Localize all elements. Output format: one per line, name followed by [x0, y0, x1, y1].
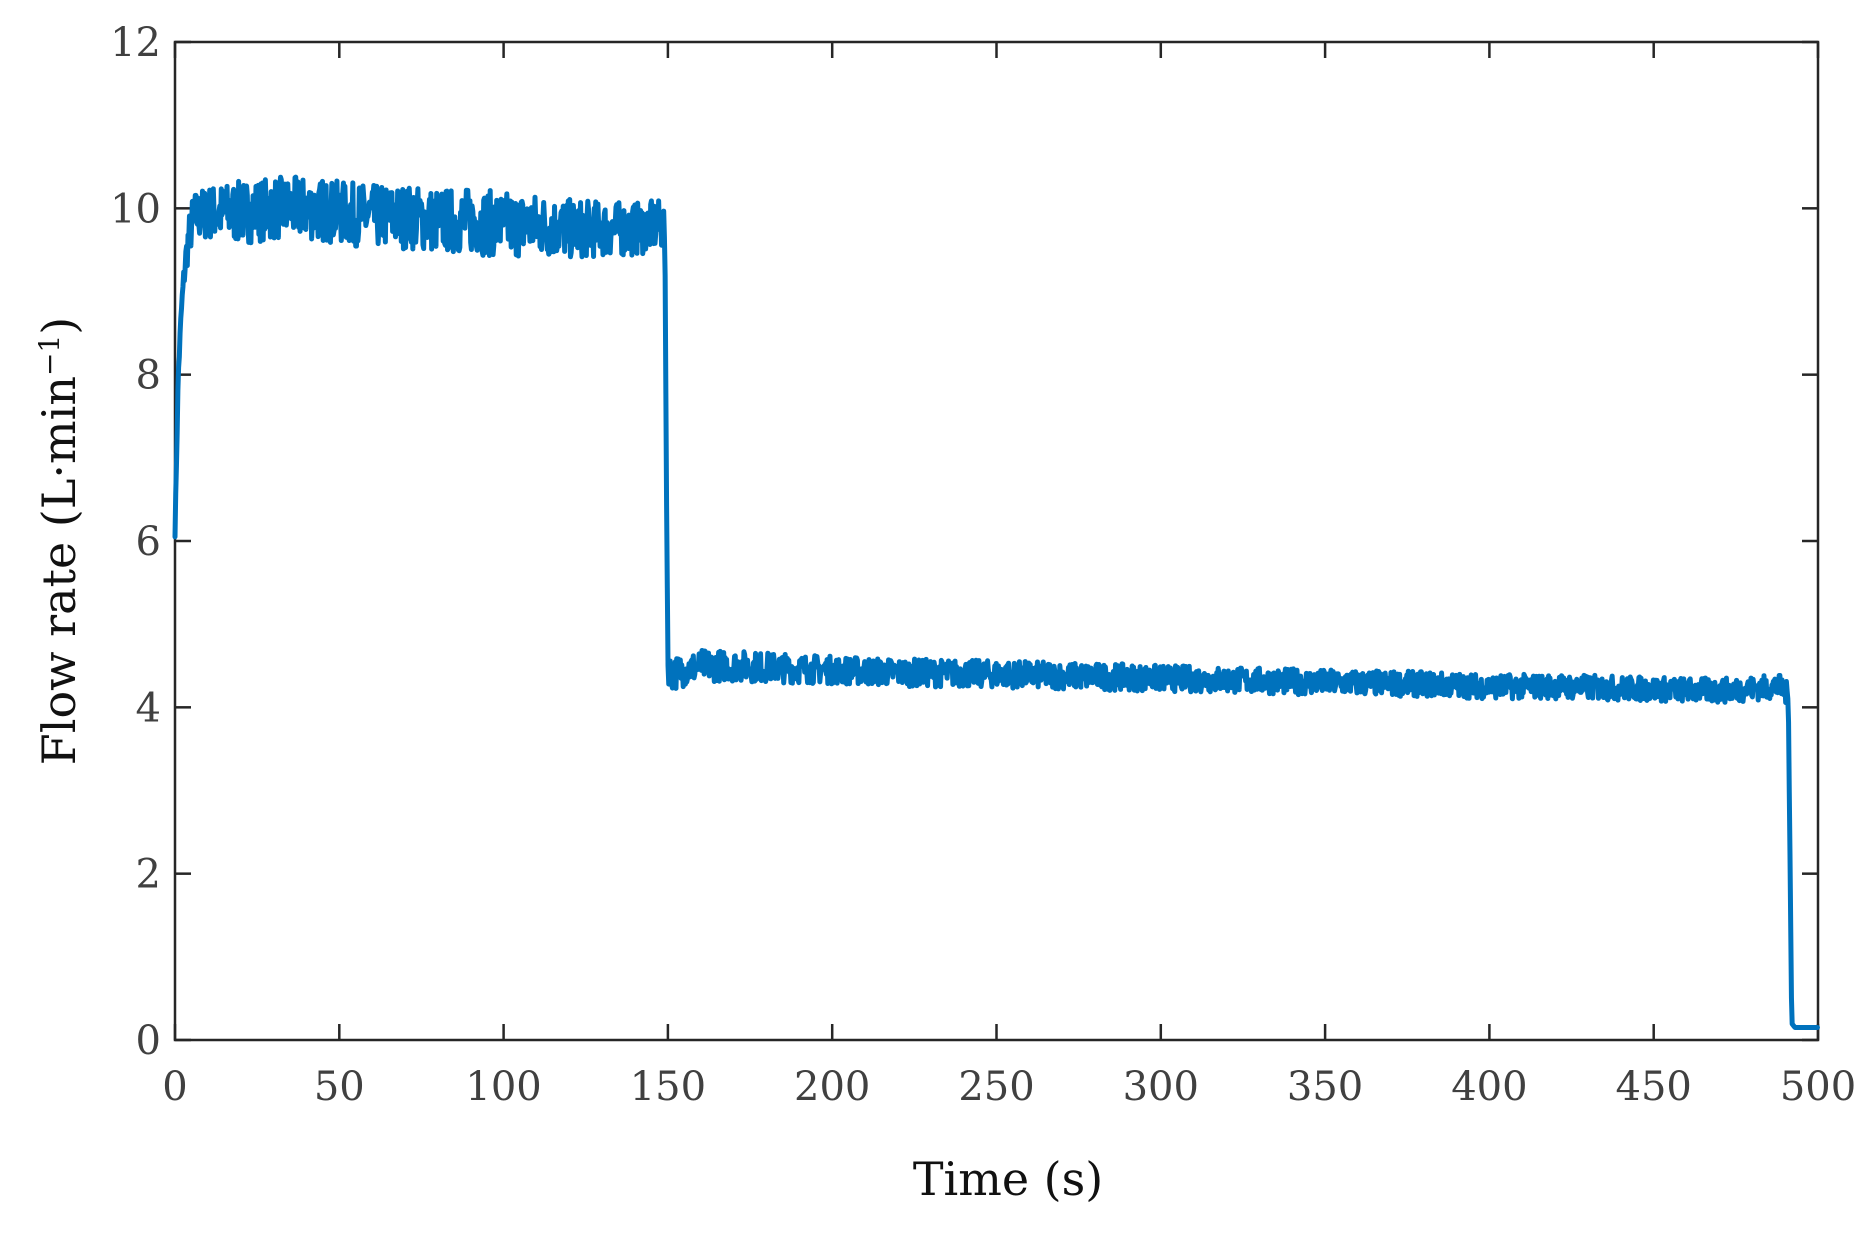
- y-tick-label: 0: [136, 1018, 161, 1064]
- y-axis-tick-labels: 0 2 4 6 8 10 12: [110, 20, 161, 1064]
- y-axis-title: Flow rate (L·min−1): [32, 317, 86, 765]
- y-tick-label: 10: [110, 186, 161, 232]
- x-tick-label: 150: [630, 1064, 706, 1110]
- x-tick-label: 50: [314, 1064, 365, 1110]
- plot-area-frame: [173, 40, 1820, 1042]
- x-tick-label: 200: [794, 1064, 870, 1110]
- series-group: [172, 174, 1820, 1031]
- x-axis-ticks: [173, 42, 1820, 1040]
- x-tick-label: 500: [1780, 1064, 1856, 1110]
- y-tick-label: 8: [136, 353, 161, 399]
- x-tick-label: 250: [958, 1064, 1034, 1110]
- x-tick-label: 100: [465, 1064, 541, 1110]
- x-tick-label: 0: [162, 1064, 187, 1110]
- x-tick-label: 300: [1123, 1064, 1199, 1110]
- y-tick-label: 4: [136, 685, 161, 731]
- y-axis-title-superscript: −1: [33, 335, 66, 376]
- x-axis-title: Time (s): [913, 1152, 1103, 1206]
- x-tick-label: 350: [1287, 1064, 1363, 1110]
- x-tick-label: 450: [1616, 1064, 1692, 1110]
- y-tick-label: 2: [136, 852, 161, 898]
- y-axis-title-close: ): [32, 317, 86, 335]
- x-tick-label: 400: [1451, 1064, 1527, 1110]
- x-axis-tick-labels: 0 50 100 150 200 250 300 350 400 450 500: [162, 1064, 1856, 1110]
- y-tick-label: 12: [110, 20, 161, 66]
- y-tick-label: 6: [136, 519, 161, 565]
- y-axis-title-main: Flow rate (L·min: [32, 376, 86, 765]
- flow-rate-series-line: [172, 174, 1820, 1031]
- y-axis-ticks: [175, 40, 1818, 1042]
